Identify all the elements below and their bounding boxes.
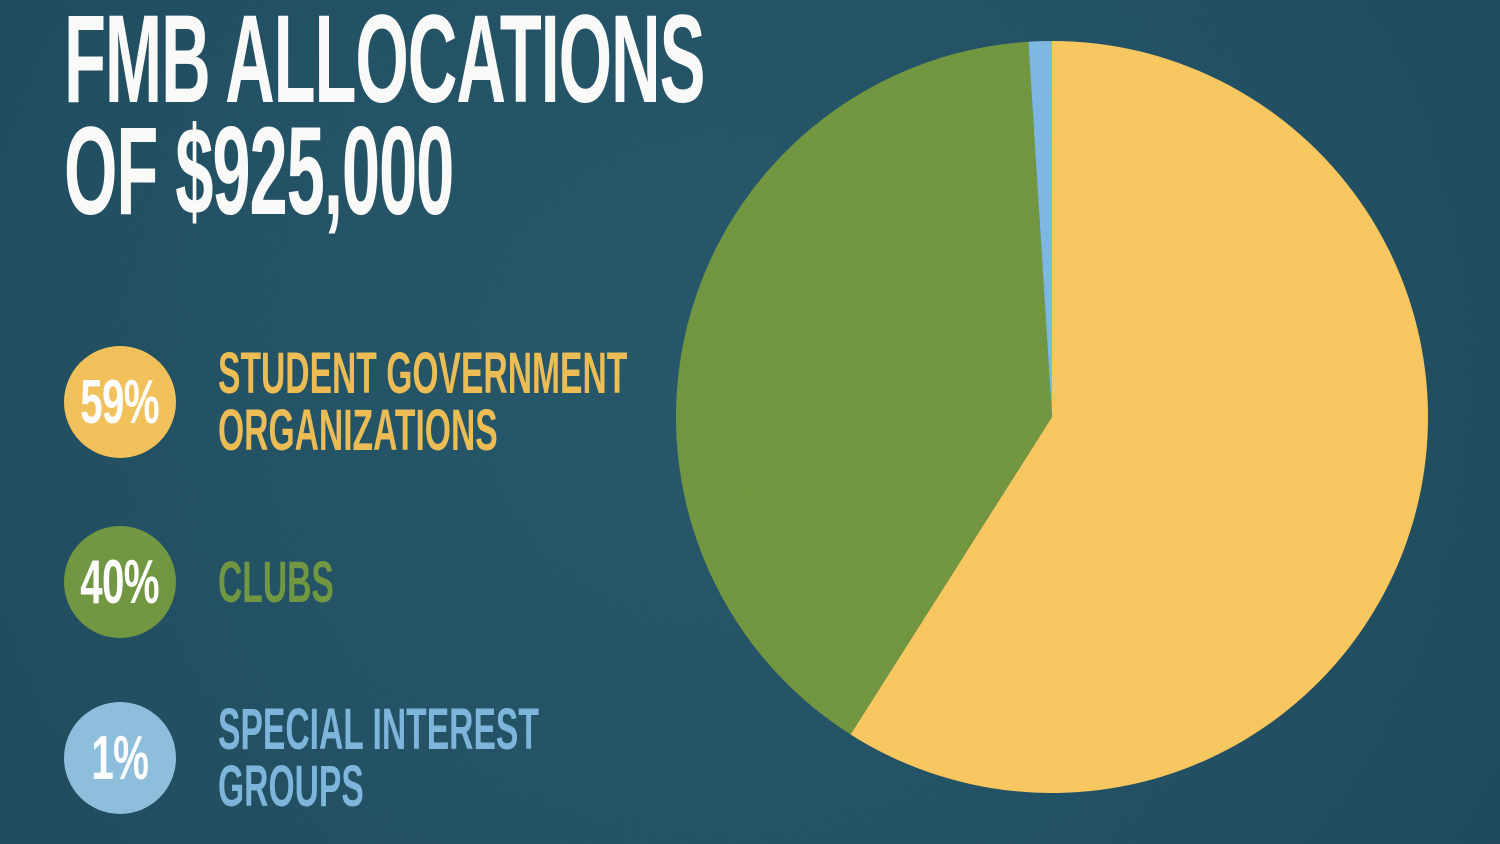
- page-title: FMB ALLOCATIONS OF $925,000: [64, 0, 705, 241]
- legend-percent-circle-blue: 1%: [64, 702, 176, 814]
- legend-percent-value: 59%: [80, 367, 160, 437]
- legend-percent-circle-green: 40%: [64, 526, 176, 638]
- legend-label-student-government: STUDENT GOVERNMENT ORGANIZATIONS: [218, 341, 628, 463]
- legend-label-special-interest: SPECIAL INTEREST GROUPS: [218, 697, 539, 819]
- legend-label-clubs: CLUBS: [218, 549, 334, 615]
- legend-percent-circle-yellow: 59%: [64, 346, 176, 458]
- pie-chart: [676, 41, 1428, 793]
- legend-percent-value: 40%: [80, 547, 160, 617]
- page-title-line1: FMB ALLOCATIONS: [64, 0, 705, 129]
- page-title-line2: OF $925,000: [64, 102, 454, 241]
- legend-percent-value: 1%: [91, 723, 150, 793]
